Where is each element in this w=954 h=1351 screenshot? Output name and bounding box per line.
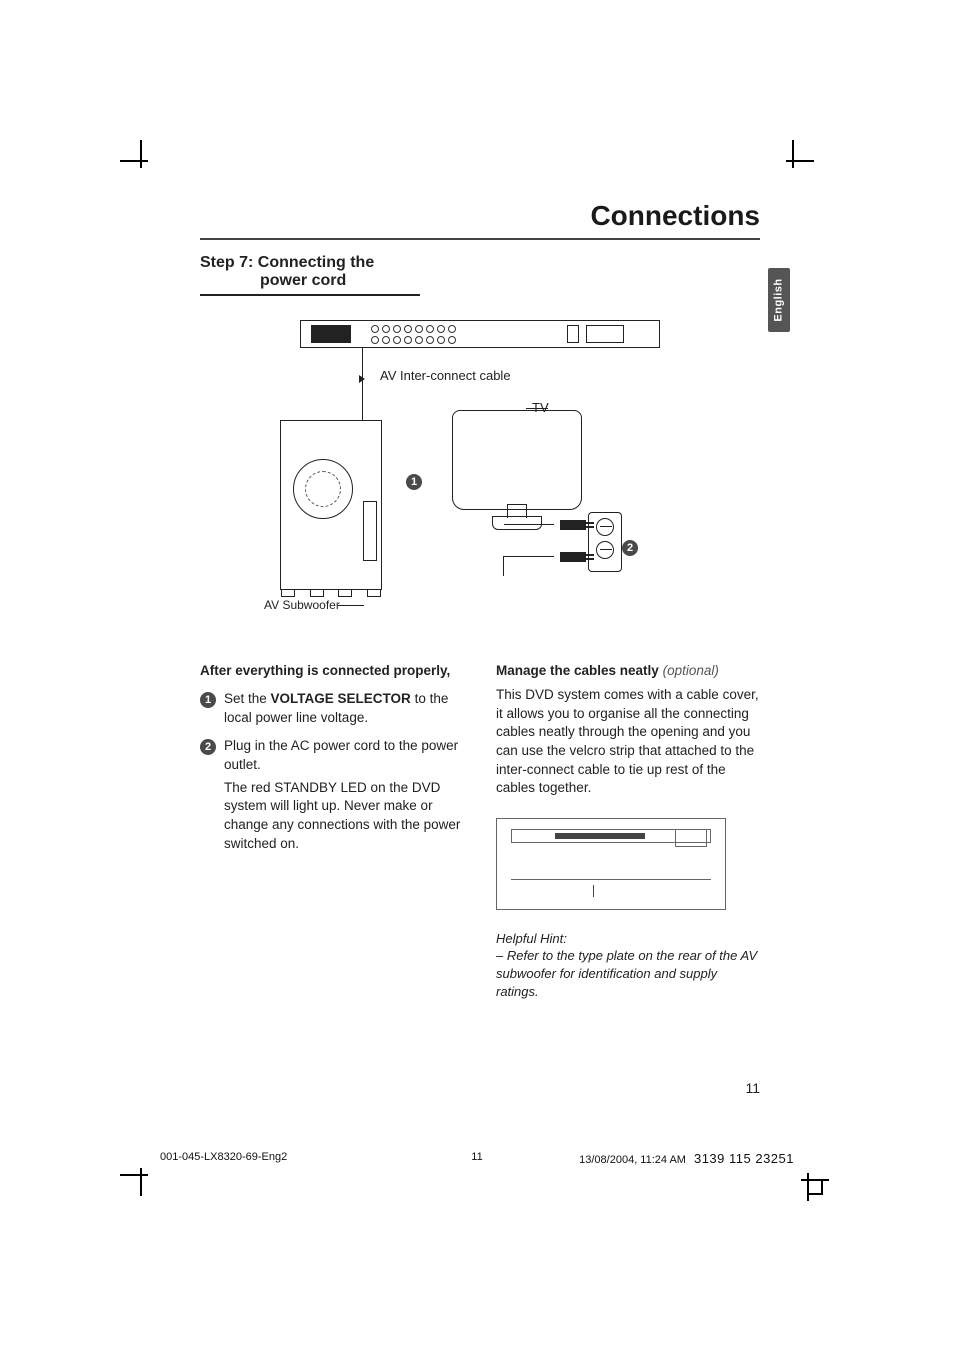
callout-1: 1 <box>406 472 422 490</box>
power-plug <box>496 520 586 530</box>
connection-diagram: AV Inter-connect cable AV Subwoofer TV <box>200 320 760 620</box>
crop-mark <box>120 1156 160 1196</box>
helpful-hint: Helpful Hint: – Refer to the type plate … <box>496 930 760 1000</box>
intro-text: After everything is connected properly, <box>200 662 464 681</box>
step-2-text: Plug in the AC power cord to the power o… <box>224 737 464 853</box>
footer: 001-045-LX8320-69-Eng2 11 13/08/2004, 11… <box>160 1151 794 1166</box>
step-title-line1: Step 7: Connecting the <box>200 254 460 272</box>
language-label: English <box>773 278 785 321</box>
step-number: 2 <box>200 739 216 755</box>
step-title: Step 7: Connecting the power cord <box>200 254 460 290</box>
text-columns: After everything is connected properly, … <box>200 662 760 1001</box>
page-number: 11 <box>200 1080 760 1096</box>
manual-page: Connections English Step 7: Connecting t… <box>0 0 954 1351</box>
content-area: Connections English Step 7: Connecting t… <box>200 200 760 1096</box>
crop-mark <box>791 1163 829 1201</box>
cable-label: AV Inter-connect cable <box>380 368 511 383</box>
step-title-line2: power cord <box>200 272 460 290</box>
left-column: After everything is connected properly, … <box>200 662 464 1001</box>
numbered-step-2: 2 Plug in the AC power cord to the power… <box>200 737 464 853</box>
step-heading-block: Step 7: Connecting the power cord <box>200 254 460 296</box>
numbered-step-1: 1 Set the VOLTAGE SELECTOR to the local … <box>200 690 464 727</box>
footer-partno: 3139 115 23251 <box>694 1151 794 1166</box>
manage-cables-header: Manage the cables neatly (optional) <box>496 662 760 681</box>
dvd-rear-panel <box>300 320 660 348</box>
step-1-text: Set the VOLTAGE SELECTOR to the local po… <box>224 690 464 727</box>
right-column: Manage the cables neatly (optional) This… <box>496 662 760 1001</box>
hint-body: – Refer to the type plate on the rear of… <box>496 947 760 1000</box>
step-underline <box>200 294 420 296</box>
crop-mark <box>774 140 814 180</box>
step-number: 1 <box>200 692 216 708</box>
av-subwoofer <box>280 420 382 590</box>
power-strip <box>588 512 622 572</box>
footer-filename: 001-045-LX8320-69-Eng2 <box>160 1151 287 1166</box>
section-title: Connections <box>200 200 760 232</box>
manage-cables-body: This DVD system comes with a cable cover… <box>496 686 760 798</box>
callout-2: 2 <box>622 538 638 556</box>
title-rule <box>200 238 760 240</box>
hint-label: Helpful Hint: <box>496 930 760 948</box>
footer-datetime: 13/08/2004, 11:24 AM <box>579 1154 686 1166</box>
leader-line <box>526 408 548 409</box>
dvd-player-sketch <box>496 818 726 910</box>
power-plug <box>496 552 586 562</box>
subwoofer-label: AV Subwoofer <box>264 598 340 612</box>
crop-mark <box>120 140 160 180</box>
leader-line <box>338 605 364 606</box>
tv <box>452 410 582 530</box>
language-tab: English <box>768 268 790 332</box>
footer-page: 11 <box>471 1151 482 1163</box>
